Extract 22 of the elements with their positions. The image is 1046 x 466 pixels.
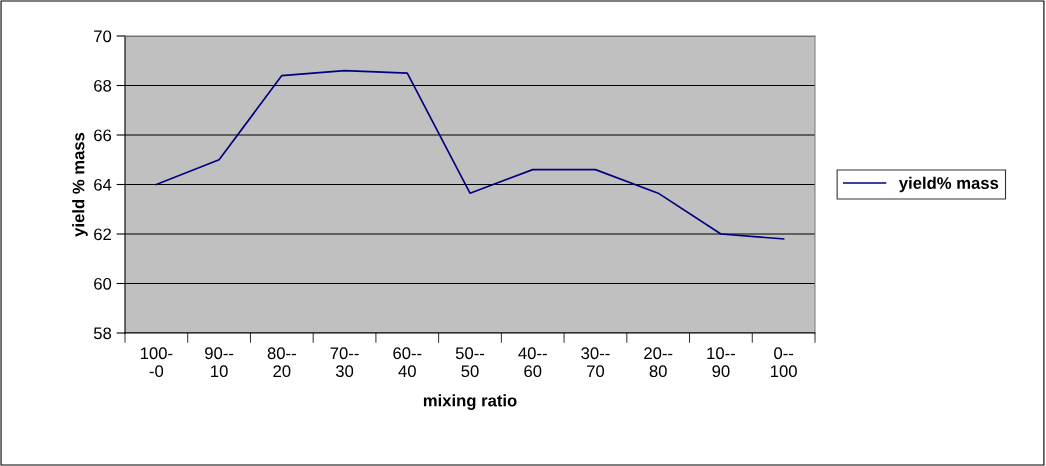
x-tick-label: 60-- 40 xyxy=(393,347,422,378)
legend-label: yield% mass xyxy=(898,176,999,193)
y-tick-label: 70 xyxy=(94,30,112,43)
x-tick-label: 40-- 60 xyxy=(518,347,547,378)
y-tick-label: 62 xyxy=(94,228,111,241)
x-tick-label: 80-- 20 xyxy=(267,347,296,378)
x-tick-label: 90-- 10 xyxy=(205,347,234,378)
x-tick-label: 20-- 80 xyxy=(644,347,673,378)
line-series xyxy=(155,69,785,240)
x-tick-label: 100- -0 xyxy=(140,347,173,378)
x-tick-label: 10-- 90 xyxy=(707,347,735,378)
x-tick-label: 50-- 50 xyxy=(455,347,485,378)
y-tick-label: 64 xyxy=(94,178,112,191)
y-tick-label: 58 xyxy=(93,327,112,340)
x-tick-label: 30-- 70 xyxy=(581,347,610,378)
y-tick-label: 68 xyxy=(94,79,112,92)
y-tick-label: 66 xyxy=(94,129,112,142)
x-tick-label: 70-- 30 xyxy=(330,347,359,378)
y-tick-label: 60 xyxy=(94,277,112,290)
x-tick-label: 0-- 100 xyxy=(771,347,797,378)
y-axis-title: yield % mass xyxy=(72,132,88,237)
x-axis-title: mixing ratio xyxy=(423,394,517,410)
